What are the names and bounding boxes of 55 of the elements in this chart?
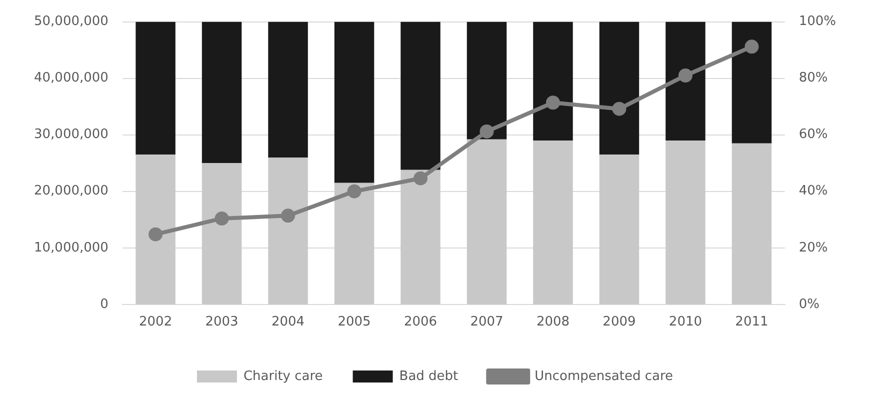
bar	[334, 22, 374, 183]
point	[480, 124, 494, 138]
legend-label: Bad debt	[399, 368, 458, 384]
bar	[136, 154, 176, 304]
y2-tick-label: 20%	[798, 240, 828, 256]
point	[347, 184, 362, 198]
y-tick-label: 20,000,000	[34, 184, 108, 199]
bar	[599, 22, 640, 155]
x-tick-label: 2008	[536, 314, 570, 330]
bar	[136, 22, 176, 155]
bar	[202, 22, 242, 164]
point	[678, 68, 692, 82]
y2-tick-label: 40%	[798, 184, 828, 199]
point	[148, 227, 163, 242]
legend-label: Uncompensated care	[534, 368, 674, 384]
legend-label: Charity care	[243, 368, 323, 384]
x-tick-label: 2006	[404, 314, 438, 330]
y2-tick-label: 100%	[798, 14, 836, 30]
bar	[268, 22, 308, 158]
x-tick-label: 2007	[470, 314, 504, 330]
bar	[732, 143, 772, 304]
bar	[666, 140, 706, 304]
y-tick-label: 30,000,000	[34, 127, 108, 142]
point	[546, 96, 560, 110]
bar	[466, 139, 507, 304]
point	[744, 40, 759, 54]
bar	[400, 170, 440, 304]
bar	[732, 22, 772, 144]
x-tick-label: 2011	[735, 314, 768, 330]
point	[414, 171, 428, 186]
bar	[599, 154, 640, 304]
x-tick-label: 2003	[205, 314, 238, 330]
y-tick-label: 40,000,000	[34, 70, 108, 86]
x-tick-label: 2004	[271, 314, 305, 330]
point	[612, 102, 626, 116]
x-tick-label: 2010	[668, 314, 702, 330]
y2-tick-label: 60%	[798, 127, 828, 142]
y2-tick-label: 0%	[798, 296, 820, 312]
x-tick-label: 2005	[338, 314, 371, 330]
bar	[400, 22, 440, 170]
bar	[466, 22, 507, 140]
x-tick-label: 2002	[139, 314, 172, 330]
x-tick-label: 2009	[602, 314, 636, 330]
bar	[533, 22, 573, 140]
point	[281, 208, 296, 223]
bar	[533, 140, 573, 304]
y-tick-label: 50,000,000	[34, 14, 108, 30]
bar	[334, 182, 374, 304]
y2-tick-label: 80%	[798, 70, 828, 86]
bar	[202, 163, 242, 304]
bar	[268, 157, 308, 304]
bar	[666, 22, 706, 140]
point	[214, 211, 229, 226]
y-tick-label: 10,000,000	[34, 240, 108, 256]
y-tick-label: 0	[100, 296, 108, 312]
